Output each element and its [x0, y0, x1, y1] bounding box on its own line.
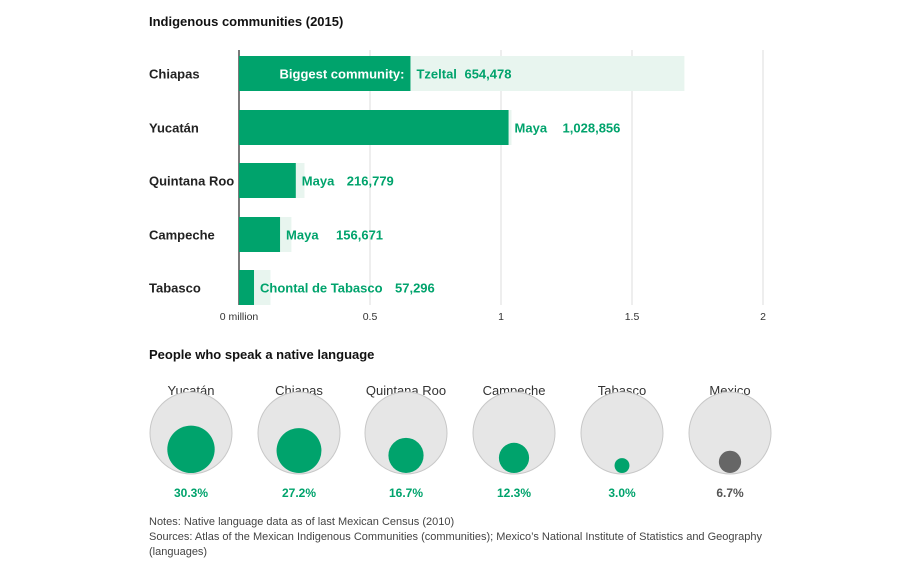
community-value: 1,028,856: [563, 121, 621, 136]
bubble-value: 16.7%: [389, 486, 423, 500]
bubble-whole: [472, 391, 556, 475]
bubble-share: [718, 450, 742, 473]
biggest-community-annotation: Biggest community:: [280, 67, 405, 82]
bubble-whole: [580, 391, 664, 475]
community-name: Maya: [515, 121, 548, 136]
bar-biggest-community: [239, 110, 509, 145]
x-ticks: 0 million 0.5 1 1.5 2: [220, 311, 766, 323]
notes-line: Notes: Native language data as of last M…: [149, 516, 455, 528]
notes-block: Notes: Native language data as of last M…: [149, 515, 789, 560]
bar-biggest-community: [239, 217, 281, 252]
bubble-value: 6.7%: [716, 486, 744, 500]
bars: Chiapas Biggest community: Tzeltal 654,478 Y…: [149, 56, 685, 305]
bubble-value: 12.3%: [497, 486, 531, 500]
community-value: 216,779: [347, 174, 394, 189]
bubble-value: 30.3%: [174, 486, 208, 500]
sources-line: Sources: Atlas of the Mexican Indigenous…: [149, 531, 763, 558]
bubble-whole: [364, 391, 448, 475]
bar-chart-title: Indigenous communities (2015): [149, 14, 343, 29]
bar-biggest-community: [239, 163, 296, 198]
x-tick-label: 0 million: [220, 311, 259, 323]
x-tick-label: 1: [498, 311, 504, 323]
community-name: Maya: [286, 228, 319, 243]
community-name: Tzeltal: [416, 67, 456, 82]
bubble-share: [614, 458, 630, 473]
bubble-share: [388, 437, 424, 473]
x-tick-label: 0.5: [363, 311, 378, 323]
bubble-label: Campeche: [483, 383, 546, 398]
bubble-value: 27.2%: [282, 486, 316, 500]
state-label: Yucatán: [149, 121, 199, 136]
x-tick-label: 1.5: [625, 311, 640, 323]
bar-biggest-community: [239, 56, 411, 91]
bubble-value: 3.0%: [608, 486, 636, 500]
bubble-label: Quintana Roo: [366, 383, 446, 398]
state-label: Chiapas: [149, 67, 200, 82]
bubble-share: [276, 428, 322, 474]
state-label: Quintana Roo: [149, 174, 234, 189]
bubble-whole: [688, 391, 772, 475]
bubble-chart-title: People who speak a native language: [149, 347, 374, 362]
bubble-share: [167, 425, 215, 473]
community-value: 654,478: [464, 67, 511, 82]
community-name: Chontal de Tabasco: [260, 281, 383, 296]
community-name: Maya: [302, 174, 335, 189]
state-label: Campeche: [149, 228, 215, 243]
community-value: 57,296: [395, 281, 435, 296]
x-tick-label: 2: [760, 311, 766, 323]
bar-biggest-community: [239, 270, 255, 305]
chart-canvas: Indigenous communities (2015) Chiapas Big…: [149, 14, 772, 500]
community-value: 156,671: [336, 228, 383, 243]
state-label: Tabasco: [149, 281, 201, 296]
bubble-share: [498, 442, 530, 474]
